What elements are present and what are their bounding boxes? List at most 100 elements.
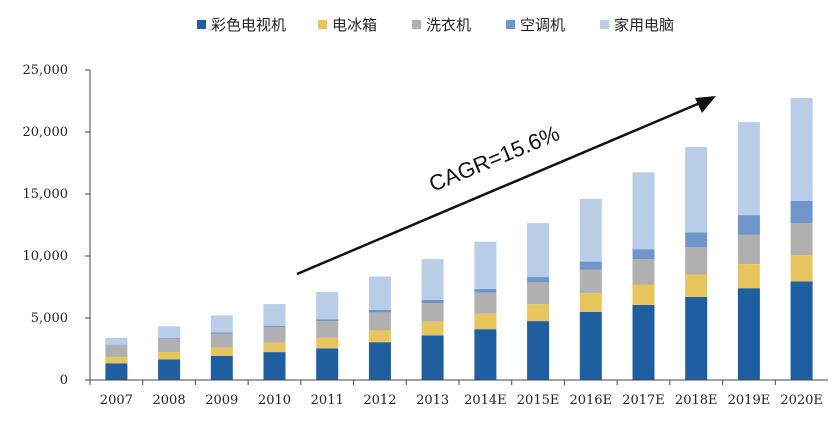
bar-2010-series-3 [263, 325, 286, 328]
bar-2009-series-4 [210, 315, 233, 333]
bar-2012-series-3 [368, 309, 391, 313]
y-tick-label: 5,000 [31, 311, 68, 326]
bar-2017E-series-4 [632, 172, 655, 250]
bar-2015E-series-3 [527, 277, 550, 283]
bar-2013-series-4 [421, 259, 444, 300]
bar-2018E-series-0 [685, 296, 708, 380]
bar-2011-series-2 [316, 321, 339, 338]
legend-label-2: 洗衣机 [426, 16, 471, 34]
legend-swatch-1 [318, 20, 327, 29]
x-tick-label: 2019E [728, 393, 771, 408]
x-ticks: 2007 2008 2009 2010 2011 2012 2013 2014E 2015E 20… [89, 380, 823, 408]
bar-2017E-series-1 [632, 284, 655, 305]
bar-2008-series-4 [158, 326, 181, 339]
bar-2007-series-1 [105, 357, 128, 364]
legend-swatch-0 [197, 20, 206, 29]
x-tick-label: 2018E [675, 393, 718, 408]
y-tick-label: 25,000 [23, 63, 69, 78]
bar-2010-series-2 [263, 327, 286, 343]
bar-2019E-series-3 [737, 215, 760, 235]
bar-2014E-series-3 [474, 288, 497, 293]
bar-2019E-series-1 [737, 264, 760, 289]
bar-2019E-series-2 [737, 234, 760, 264]
bars [105, 97, 813, 380]
bar-2012-series-0 [368, 342, 391, 380]
bar-2016E-series-4 [579, 199, 602, 262]
bar-2015E-series-2 [527, 282, 550, 305]
y-ticks: 0 5,000 10,000 15,000 20,000 25,000 [23, 63, 90, 388]
bar-2016E-series-0 [579, 311, 602, 380]
bar-2011-series-1 [316, 337, 339, 349]
bar-2009-series-3 [210, 332, 233, 334]
bar-2016E-series-2 [579, 269, 602, 294]
bar-2017E-series-0 [632, 305, 655, 380]
legend-label-1: 电冰箱 [332, 16, 377, 34]
bar-2013-series-3 [421, 300, 444, 304]
bar-2020E-series-4 [790, 97, 813, 201]
legend-swatch-2 [412, 20, 421, 29]
bar-2015E-series-1 [527, 304, 550, 322]
bar-2014E-series-1 [474, 313, 497, 330]
bar-2010-series-4 [263, 304, 286, 326]
x-tick-label: 2020E [780, 393, 823, 408]
x-tick-label: 2010 [258, 393, 291, 408]
bar-2020E-series-3 [790, 200, 813, 224]
bar-2020E-series-0 [790, 281, 813, 380]
bar-2018E-series-2 [685, 247, 708, 275]
bar-2008-series-2 [158, 339, 181, 353]
x-tick-label: 2014E [464, 393, 507, 408]
bar-2020E-series-2 [790, 223, 813, 256]
x-tick-label: 2007 [100, 393, 133, 408]
bar-2016E-series-1 [579, 293, 602, 312]
bar-2012-series-1 [368, 330, 391, 343]
bar-2018E-series-4 [685, 146, 708, 233]
bar-2010-series-0 [263, 352, 286, 380]
legend-label-0: 彩色电视机 [211, 16, 286, 34]
x-tick-label: 2012 [363, 393, 396, 408]
bar-2019E-series-4 [737, 122, 760, 216]
bar-2014E-series-4 [474, 241, 497, 289]
axes [89, 70, 828, 381]
bar-2015E-series-0 [527, 321, 550, 380]
bar-2011-series-3 [316, 319, 339, 322]
x-tick-label: 2009 [205, 393, 238, 408]
bar-2016E-series-3 [579, 261, 602, 270]
cagr-label: CAGR=15.6% [425, 120, 563, 196]
y-tick-label: 0 [60, 373, 68, 388]
bar-2007-series-0 [105, 363, 128, 380]
x-tick-label: 2013 [416, 393, 449, 408]
bar-2010-series-1 [263, 342, 286, 353]
bar-2007-series-2 [105, 345, 128, 358]
legend-swatch-3 [506, 20, 515, 29]
legend-label-4: 家用电脑 [614, 16, 674, 34]
bar-2014E-series-0 [474, 329, 497, 380]
bar-2014E-series-2 [474, 292, 497, 314]
bar-2020E-series-1 [790, 255, 813, 282]
bar-2008-series-0 [158, 359, 181, 380]
bar-2007-series-4 [105, 337, 128, 345]
legend: 彩色电视机 电冰箱 洗衣机 空调机 家用电脑 [197, 16, 674, 34]
bar-2019E-series-0 [737, 288, 760, 380]
trend-arrow-line [296, 101, 701, 276]
bar-2013-series-0 [421, 335, 444, 380]
x-tick-label: 2008 [153, 393, 186, 408]
legend-label-3: 空调机 [520, 16, 565, 34]
y-tick-label: 15,000 [23, 187, 69, 202]
bar-2011-series-4 [316, 292, 339, 320]
x-tick-label: 2016E [569, 393, 612, 408]
bar-2012-series-2 [368, 312, 391, 331]
trend-arrow-head [695, 96, 716, 113]
x-tick-label: 2017E [622, 393, 665, 408]
bar-2011-series-0 [316, 348, 339, 380]
bar-2018E-series-1 [685, 274, 708, 297]
y-tick-label: 10,000 [23, 249, 69, 264]
legend-swatch-4 [600, 20, 609, 29]
bar-2017E-series-2 [632, 259, 655, 285]
bar-2007-series-3 [105, 344, 128, 346]
bar-2015E-series-4 [527, 223, 550, 277]
bar-2013-series-2 [421, 303, 444, 322]
bar-2013-series-1 [421, 321, 444, 336]
bar-2009-series-1 [210, 347, 233, 356]
bar-2017E-series-3 [632, 249, 655, 260]
